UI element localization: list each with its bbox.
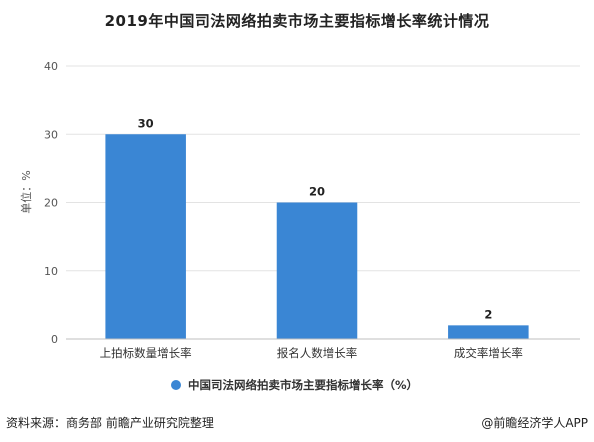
y-tick-label: 0	[51, 333, 58, 346]
y-tick-labels: 0 10 20 30 40	[44, 60, 58, 346]
credit-note: @前瞻经济学人APP	[481, 416, 588, 430]
x-tick-label: 成交率增长率	[454, 346, 523, 360]
y-tick-label: 20	[44, 197, 58, 210]
bars	[105, 134, 529, 339]
data-label: 2	[484, 307, 492, 321]
bar	[276, 202, 358, 339]
bar	[105, 134, 186, 339]
y-tick-label: 40	[44, 60, 58, 73]
legend: 中国司法网络拍卖市场主要指标增长率（%）	[171, 378, 418, 392]
x-tick-labels: 上拍标数量增长率 报名人数增长率 成交率增长率	[100, 346, 523, 360]
legend-marker	[171, 380, 181, 390]
data-labels: 30 20 2	[138, 116, 493, 321]
bar	[448, 325, 529, 339]
chart-title: 2019年中国司法网络拍卖市场主要指标增长率统计情况	[104, 12, 490, 30]
data-label: 20	[309, 185, 325, 199]
x-tick-label: 上拍标数量增长率	[100, 346, 192, 360]
y-axis-label: 单位：%	[19, 170, 33, 213]
x-tick-label: 报名人数增长率	[277, 346, 358, 360]
data-label: 30	[138, 116, 154, 130]
source-note: 资料来源：商务部 前瞻产业研究院整理	[6, 416, 214, 430]
legend-label: 中国司法网络拍卖市场主要指标增长率（%）	[188, 378, 418, 392]
y-tick-label: 30	[44, 128, 58, 141]
y-tick-label: 10	[44, 265, 58, 278]
